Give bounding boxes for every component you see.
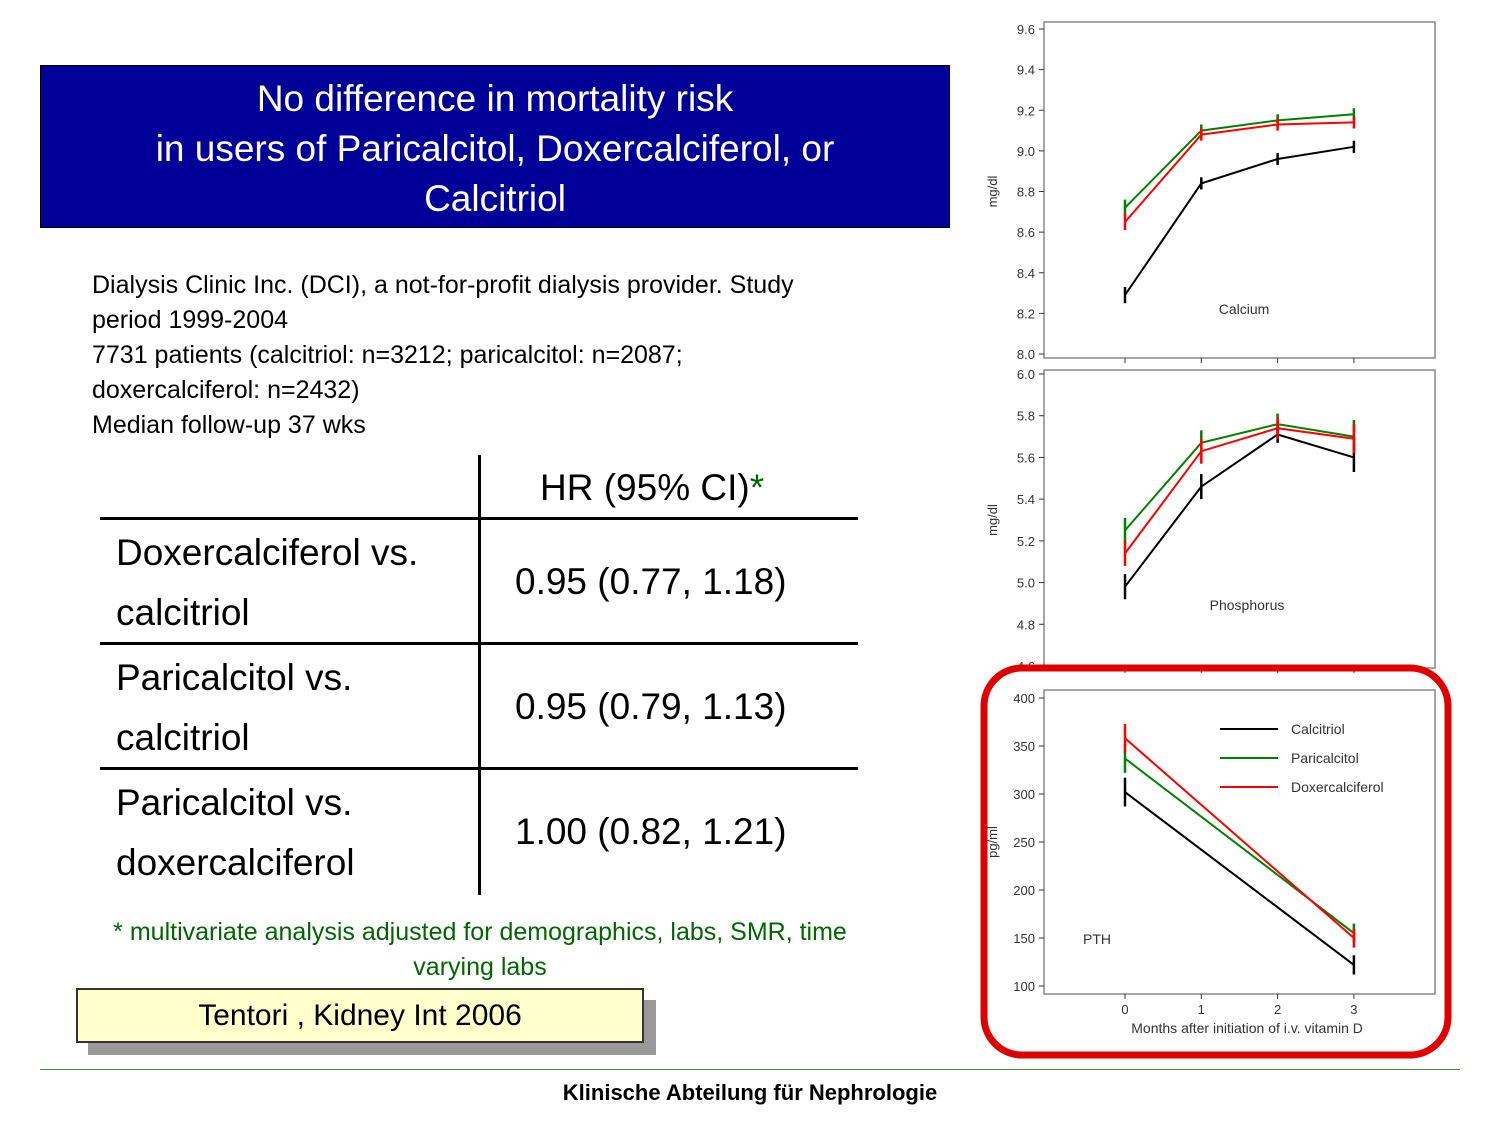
study-info: Dialysis Clinic Inc. (DCI), a not-for-pr… [92, 268, 932, 443]
chart-frame [1043, 689, 1436, 995]
table-header: HR (95% CI)* [540, 467, 764, 509]
chart-frame [1043, 21, 1436, 359]
series-line-doxercalciferol [1124, 121, 1354, 223]
y-tick-label: 100 [1013, 979, 1035, 994]
y-tick-label: 350 [1013, 739, 1035, 754]
series-line-calcitriol [1124, 433, 1355, 588]
y-tick-label: 5.0 [1017, 576, 1035, 591]
lab-values-charts: 8.0 8.2 8.4 8.6 8.8 9.0 9.2 9.4 9.6 mg/dl Calcium 4… [980, 21, 1452, 1059]
x-axis-label: Months after initiation of i.v. vitamin … [1131, 1020, 1363, 1036]
y-tick-label: 9.2 [1017, 103, 1035, 118]
y-tick-label: 8.0 [1017, 347, 1035, 362]
footer-rule [40, 1069, 1460, 1070]
title-line-2: in users of Paricalcitol, Doxercalcifero… [155, 128, 835, 169]
title-line-3: Calcitriol [424, 178, 566, 219]
series-line-paricalcitol [1124, 423, 1355, 532]
table-header-marker: * [749, 467, 765, 508]
table-row-hr: 1.00 (0.82, 1.21) [515, 811, 787, 852]
y-tick-label: 300 [1013, 787, 1035, 802]
y-tick-label: 6.0 [1017, 367, 1035, 382]
y-tick-label: 8.4 [1017, 266, 1035, 281]
x-tick-label: 2 [1274, 1002, 1281, 1017]
table-column-divider [478, 455, 481, 895]
study-info-line: Median follow-up 37 wks [92, 411, 366, 439]
table-rule [100, 642, 858, 645]
table-row-hr: 0.95 (0.79, 1.13) [515, 686, 787, 727]
y-tick-label: 200 [1013, 883, 1035, 898]
y-tick-label: 9.4 [1017, 63, 1035, 78]
table-row-comparison: Paricalcitol vs. doxercalciferol [116, 773, 355, 893]
table-rule [100, 767, 858, 770]
x-tick-label: 3 [1350, 1002, 1357, 1017]
comparison-line: doxercalciferol [116, 842, 355, 883]
study-info-line: period 1999-2004 [92, 306, 288, 334]
y-axis-label: pg/ml [985, 826, 1000, 858]
study-info-line: 7731 patients (calcitriol: n=3212; paric… [92, 341, 683, 369]
panel-label: Phosphorus [1210, 597, 1285, 613]
y-axis-label: mg/dl [985, 504, 1000, 536]
table-header-label: HR (95% CI) [540, 467, 750, 508]
series-line-doxercalciferol [1124, 737, 1355, 939]
footnote: * multivariate analysis adjusted for dem… [40, 915, 920, 985]
legend-label: Paricalcitol [1291, 750, 1359, 766]
pth-highlight-frame [980, 664, 1452, 1059]
citation-box: Tentori , Kidney Int 2006 [76, 988, 644, 1043]
y-tick-label: 150 [1013, 931, 1035, 946]
x-tick-label: 0 [1121, 1002, 1128, 1017]
y-tick-label: 5.6 [1017, 450, 1035, 465]
table-row-hr: 0.95 (0.77, 1.18) [515, 561, 787, 602]
legend-label: Calcitriol [1291, 721, 1345, 737]
y-tick-label: 5.4 [1017, 492, 1035, 507]
y-tick-label: 8.6 [1017, 225, 1035, 240]
comparison-line: Doxercalciferol vs. [116, 532, 419, 573]
table-row-comparison: Paricalcitol vs. calcitriol [116, 648, 352, 768]
slide-title: No difference in mortality risk in users… [40, 65, 950, 228]
y-axis-label: mg/dl [985, 175, 1000, 207]
y-tick-label: 8.2 [1017, 306, 1035, 321]
footnote-line: varying labs [413, 953, 547, 981]
y-tick-label: 4.8 [1017, 617, 1035, 632]
study-info-line: doxercalciferol: n=2432) [92, 376, 360, 404]
y-tick-label: 8.8 [1017, 185, 1035, 200]
hazard-ratio-table: HR (95% CI)* Doxercalciferol vs. calcitr… [100, 455, 858, 895]
x-tick-label: 1 [1198, 1002, 1205, 1017]
comparison-line: Paricalcitol vs. [116, 782, 353, 823]
series-line-paricalcitol [1124, 113, 1354, 209]
footer-text: Klinische Abteilung für Nephrologie [562, 1080, 938, 1105]
footnote-line: * multivariate analysis adjusted for dem… [113, 918, 847, 946]
y-tick-label: 9.6 [1017, 22, 1035, 37]
comparison-line: Paricalcitol vs. [116, 657, 353, 698]
y-tick-label: 9.0 [1017, 144, 1035, 159]
series-line-calcitriol [1124, 791, 1355, 966]
panel-label: PTH [1083, 931, 1111, 947]
y-tick-label: 5.2 [1017, 534, 1035, 549]
legend-label: Doxercalciferol [1291, 779, 1384, 795]
y-tick-label: 5.8 [1017, 409, 1035, 424]
comparison-line: calcitriol [116, 592, 250, 633]
y-tick-label: 400 [1013, 691, 1035, 706]
panel-label: Calcium [1219, 301, 1270, 317]
series-line-doxercalciferol [1124, 427, 1355, 554]
table-rule [100, 517, 858, 520]
table-row-comparison: Doxercalciferol vs. calcitriol [116, 523, 418, 643]
series-line-calcitriol [1124, 145, 1355, 296]
title-line-1: No difference in mortality risk [256, 78, 734, 119]
chart-panel-pth: 100 150 200 250 300 350 400 0 1 2 3 Months after in… [985, 689, 1436, 1036]
study-info-line: Dialysis Clinic Inc. (DCI), a not-for-pr… [92, 271, 794, 299]
chart-panel-calcium: 8.0 8.2 8.4 8.6 8.8 9.0 9.2 9.4 9.6 mg/dl Calcium [985, 21, 1436, 363]
comparison-line: calcitriol [116, 717, 250, 758]
chart-frame [1043, 369, 1436, 669]
y-tick-label: 250 [1013, 835, 1035, 850]
